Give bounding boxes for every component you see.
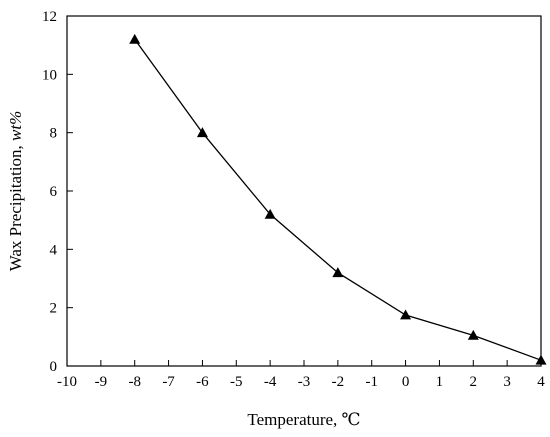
y-tick-label: 4 — [50, 242, 58, 258]
y-axis-title-main: Wax Precipitation, — [6, 141, 25, 271]
x-axis-ticks: -10 -9 -8 -7 -6 -5 -4 -3 -2 -1 0 1 2 3 4 — [57, 360, 545, 390]
x-tick-label: -2 — [332, 374, 345, 390]
x-tick-label: 3 — [503, 374, 511, 390]
data-point-marker — [400, 309, 412, 320]
y-axis-ticks: 0 2 4 6 8 10 12 — [42, 9, 73, 375]
series-layer — [129, 33, 547, 365]
y-axis-title-unit: wt% — [6, 111, 25, 141]
y-tick-label: 8 — [50, 126, 58, 142]
x-tick-label: -5 — [230, 374, 243, 390]
y-tick-label: 10 — [42, 67, 57, 83]
y-axis-title: Wax Precipitation, wt% — [6, 111, 25, 272]
x-tick-label: 1 — [436, 374, 444, 390]
y-tick-label: 12 — [42, 9, 57, 25]
x-tick-label: -7 — [162, 374, 175, 390]
data-point-marker — [129, 33, 141, 44]
data-point-marker — [535, 354, 547, 365]
y-tick-label: 2 — [50, 301, 58, 317]
x-tick-label: -6 — [196, 374, 209, 390]
data-point-marker — [332, 267, 344, 278]
x-tick-label: -1 — [365, 374, 378, 390]
data-point-marker — [196, 127, 208, 138]
data-point-marker — [467, 329, 479, 340]
data-point-marker — [264, 208, 276, 219]
y-tick-label: 6 — [50, 184, 58, 200]
x-tick-label: 0 — [402, 374, 410, 390]
y-tick-label: 0 — [50, 359, 58, 375]
x-tick-label: 2 — [470, 374, 478, 390]
series-line — [134, 38, 542, 361]
x-tick-label: -8 — [128, 374, 141, 390]
x-tick-label: -10 — [57, 374, 77, 390]
x-tick-label: -4 — [264, 374, 277, 390]
x-tick-label: -9 — [95, 374, 108, 390]
x-axis-title: Temperature, ℃ — [247, 410, 360, 429]
x-tick-label: -3 — [298, 374, 311, 390]
plot-frame — [66, 15, 542, 367]
x-tick-label: 4 — [537, 374, 545, 390]
